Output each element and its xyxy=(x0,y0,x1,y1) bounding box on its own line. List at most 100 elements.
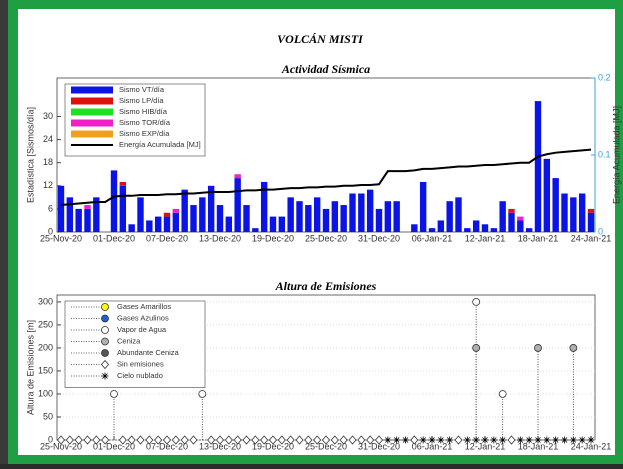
bar-segment xyxy=(84,209,90,232)
chart: VOLCÁN MISTI Actividad Sísmica0612182430… xyxy=(0,0,623,464)
bar-segment xyxy=(508,213,514,232)
chart-title: Altura de Emisiones xyxy=(275,279,377,293)
marker-circle xyxy=(102,327,109,334)
bar-segment xyxy=(279,217,285,232)
bar-segment xyxy=(588,213,594,232)
bar-segment xyxy=(526,228,532,232)
bar-segment xyxy=(120,182,126,186)
bar-segment xyxy=(517,220,523,232)
y-tick-label: 250 xyxy=(38,319,53,329)
bar-segment xyxy=(588,209,594,213)
bar-segment xyxy=(579,194,585,233)
marker-asterisk xyxy=(517,437,524,444)
bar-segment xyxy=(305,205,311,232)
x-tick-label: 12-Jan-21 xyxy=(465,233,506,243)
x-tick-label: 19-Dec-20 xyxy=(252,233,294,243)
marker-asterisk xyxy=(384,437,391,444)
bar-segment xyxy=(385,201,391,232)
bar-segment xyxy=(340,205,346,232)
y-axis-label: Estadística [Sismos/día] xyxy=(25,107,35,203)
x-tick-label: 01-Dec-20 xyxy=(93,441,135,451)
legend-swatch xyxy=(71,109,113,116)
marker-asterisk xyxy=(393,437,400,444)
bar-segment xyxy=(252,228,258,232)
legend-label: Gases Azulinos xyxy=(117,313,169,322)
bar-segment xyxy=(429,228,435,232)
bar-segment xyxy=(243,205,249,232)
bar-segment xyxy=(75,209,81,232)
legend-label: Sismo LP/día xyxy=(119,96,164,105)
y-tick-label: 18 xyxy=(43,157,53,167)
y-tick-label: 200 xyxy=(38,342,53,352)
marker-asterisk xyxy=(579,437,586,444)
marker-asterisk xyxy=(464,437,471,444)
legend-swatch xyxy=(71,120,113,127)
marker-circle xyxy=(535,344,542,351)
marker-asterisk xyxy=(420,437,427,444)
x-tick-label: 13-Dec-20 xyxy=(199,233,241,243)
bar-segment xyxy=(411,224,417,232)
bar-segment xyxy=(58,186,64,232)
legend-label: Vapor de Agua xyxy=(117,325,167,334)
bar-segment xyxy=(358,194,364,233)
y-tick-label: 12 xyxy=(43,180,53,190)
chart-title: Actividad Sísmica xyxy=(281,62,370,76)
page: VOLCÁN MISTI Actividad Sísmica0612182430… xyxy=(0,0,623,464)
marker-circle xyxy=(102,304,109,311)
bar-segment xyxy=(84,205,90,209)
bar-segment xyxy=(120,186,126,232)
bar-segment xyxy=(199,197,205,232)
x-tick-label: 18-Jan-21 xyxy=(518,233,559,243)
marker-asterisk xyxy=(482,437,489,444)
legend-label: Sismo VT/día xyxy=(119,85,165,94)
marker-asterisk xyxy=(429,437,436,444)
bar-segment xyxy=(173,213,179,232)
legend-label: Cielo nublado xyxy=(117,371,163,380)
bar-segment xyxy=(393,201,399,232)
marker-circle xyxy=(570,344,577,351)
bar-segment xyxy=(438,220,444,232)
marker-asterisk xyxy=(499,437,506,444)
bar-segment xyxy=(491,228,497,232)
marker-asterisk xyxy=(535,437,542,444)
bar-segment xyxy=(217,205,223,232)
y-tick-label: 50 xyxy=(43,411,53,421)
bar-segment xyxy=(535,101,541,232)
bar-segment xyxy=(464,228,470,232)
bar-segment xyxy=(234,178,240,232)
y-tick-label: 150 xyxy=(38,365,53,375)
bar-segment xyxy=(508,209,514,213)
bar-segment xyxy=(164,213,170,217)
x-tick-label: 25-Dec-20 xyxy=(305,233,347,243)
marker-asterisk xyxy=(588,437,595,444)
bar-segment xyxy=(544,159,550,232)
bar-segment xyxy=(552,178,558,232)
bar-segment xyxy=(446,201,452,232)
bar-segment xyxy=(287,197,293,232)
bar-segment xyxy=(323,209,329,232)
x-tick-label: 25-Nov-20 xyxy=(40,233,82,243)
y2-axis-label: Energía Acumulada [MJ] xyxy=(611,106,621,204)
bar-segment xyxy=(270,217,276,232)
marker-asterisk xyxy=(543,437,550,444)
marker-circle xyxy=(102,315,109,322)
bar-segment xyxy=(314,197,320,232)
y-tick-label: 24 xyxy=(43,134,53,144)
y-tick-label: 300 xyxy=(38,296,53,306)
marker-circle xyxy=(473,344,480,351)
bar-segment xyxy=(128,224,134,232)
legend-label: Energía Acumulada [MJ] xyxy=(119,140,201,149)
legend-label: Sismo TOR/día xyxy=(119,118,171,127)
marker-circle xyxy=(102,338,109,345)
bar-segment xyxy=(570,197,576,232)
marker-asterisk xyxy=(402,437,409,444)
y2-tick-label: 0.1 xyxy=(598,149,611,159)
marker-asterisk xyxy=(437,437,444,444)
bar-segment xyxy=(473,220,479,232)
x-tick-label: 24-Jan-21 xyxy=(571,233,612,243)
y-tick-label: 30 xyxy=(43,111,53,121)
marker-asterisk xyxy=(526,437,533,444)
bar-segment xyxy=(67,197,73,232)
legend-swatch xyxy=(71,98,113,105)
bar-segment xyxy=(517,217,523,221)
